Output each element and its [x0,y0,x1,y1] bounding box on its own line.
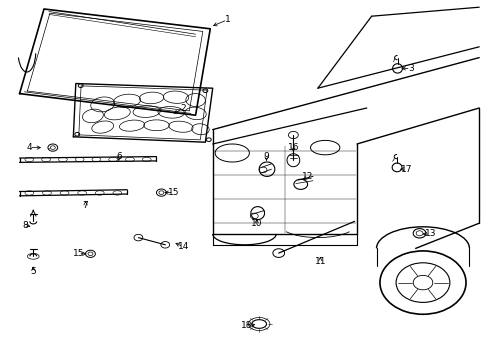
Text: 2: 2 [180,104,186,112]
Text: 13: 13 [424,230,435,239]
Text: 12: 12 [302,172,313,181]
Text: 15: 15 [167,188,179,197]
Text: 10: 10 [250,219,262,228]
Text: 3: 3 [407,64,413,73]
Text: 14: 14 [177,242,189,251]
Text: 6: 6 [116,152,122,161]
Text: 1: 1 [224,15,230,24]
Text: 8: 8 [22,220,28,230]
Text: 4: 4 [26,143,32,152]
Text: 17: 17 [400,165,412,174]
Text: 18: 18 [241,321,252,330]
Text: 11: 11 [314,256,325,265]
Text: 7: 7 [82,201,88,210]
Text: 15: 15 [72,249,84,258]
Text: 16: 16 [287,143,299,152]
Text: 5: 5 [30,267,36,276]
Text: 9: 9 [263,152,269,161]
